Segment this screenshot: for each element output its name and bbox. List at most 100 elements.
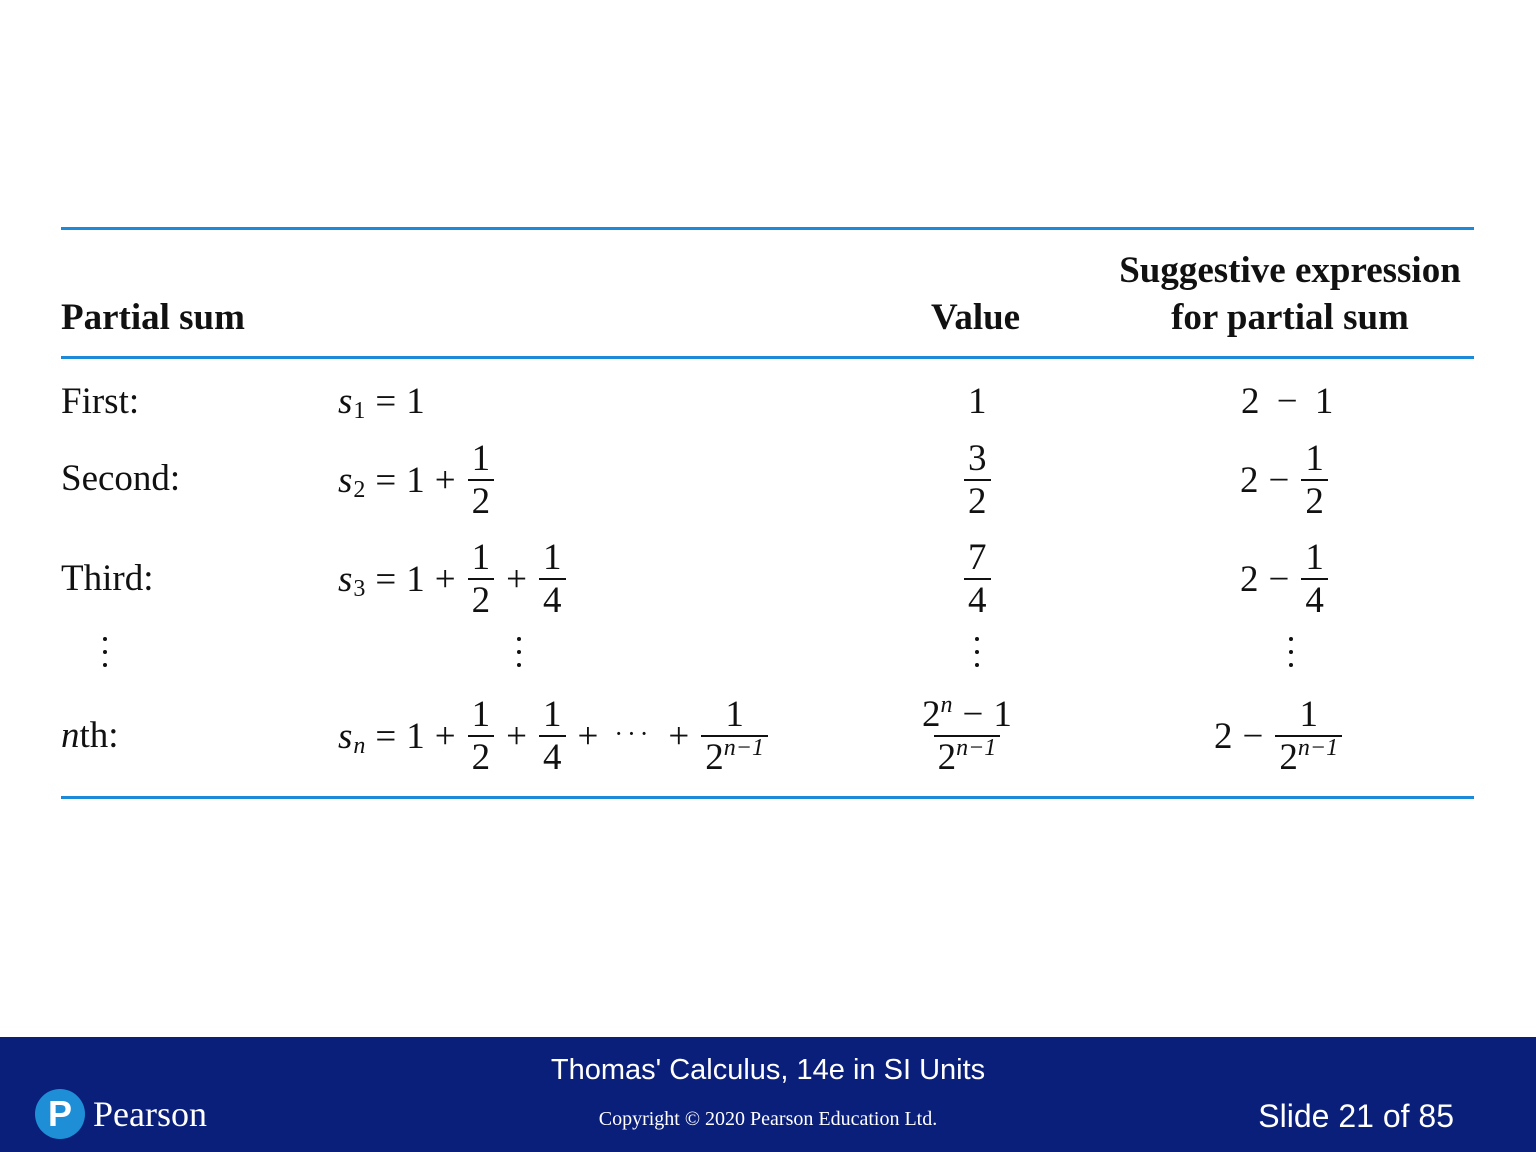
base: 2 <box>922 694 941 735</box>
equals: = <box>375 715 397 757</box>
minus: − <box>1268 459 1290 501</box>
row-nth-value: 2n −1 2n−1 <box>916 693 1018 776</box>
book-title: Thomas' Calculus, 14e in SI Units <box>550 1054 986 1086</box>
denominator: 2 <box>467 735 495 776</box>
exponent: n−1 <box>956 735 997 761</box>
header-partial-sum: Partial sum <box>61 297 245 338</box>
row-label-second: Second: <box>61 458 181 499</box>
table-top-rule <box>61 227 1474 230</box>
exponent: n <box>940 692 953 718</box>
term: 1 <box>406 380 425 422</box>
equals: = <box>375 558 397 600</box>
fraction: 1 2n−1 <box>701 696 768 776</box>
equals: = <box>375 459 397 501</box>
term: 1 <box>406 459 425 501</box>
header-suggestive-line2: for partial sum <box>1171 297 1409 338</box>
denominator: 4 <box>1301 578 1328 619</box>
plus: + <box>506 558 528 600</box>
subscript: n <box>353 733 365 760</box>
header-suggestive-expression: Suggestive expression for partial sum <box>1090 247 1490 341</box>
denominator: 2n−1 <box>701 735 768 776</box>
pearson-logo: P Pearson <box>35 1089 207 1139</box>
subscript-n: n <box>353 732 366 759</box>
minus: − <box>962 694 984 735</box>
pearson-p-icon: P <box>35 1089 85 1139</box>
denominator: 4 <box>539 735 566 776</box>
s-symbol: s <box>338 459 353 501</box>
numerator: 1 <box>471 438 491 479</box>
denominator: 4 <box>964 578 991 619</box>
fraction: 2n −1 2n−1 <box>918 693 1016 776</box>
numerator: 1 <box>725 694 744 735</box>
numerator: 1 <box>543 694 562 735</box>
denominator: 2n−1 <box>933 735 1001 776</box>
minus: − <box>1268 558 1290 600</box>
numerator: 7 <box>968 537 987 578</box>
n-variable: n <box>61 715 80 756</box>
vertical-ellipsis-value <box>975 637 981 676</box>
numerator: 3 <box>968 438 987 479</box>
plus: + <box>506 715 528 757</box>
row-label-third: Third: <box>61 558 154 599</box>
base: 2 <box>1279 737 1298 778</box>
equals: = <box>375 380 397 422</box>
row-label-first: First: <box>61 381 140 422</box>
minus: − <box>1242 715 1264 757</box>
plus: + <box>434 558 456 600</box>
term: 1 <box>406 715 425 757</box>
base: 2 <box>705 737 724 778</box>
numerator: 1 <box>543 537 562 578</box>
denominator: 2n−1 <box>1275 735 1343 778</box>
row-first-expression: 2 − 1 <box>1241 381 1334 422</box>
term: 1 <box>993 694 1012 735</box>
row-nth-expression: 2 − 1 2n−1 <box>1214 696 1344 776</box>
term: 2 <box>1240 459 1259 501</box>
row-first-value: 1 <box>968 381 987 422</box>
subscript: 2 <box>353 476 366 503</box>
row-label-nth: nth: <box>61 717 119 754</box>
vertical-ellipsis-sum <box>517 637 523 676</box>
plus: + <box>577 715 599 757</box>
subscript: 3 <box>353 575 366 602</box>
s-symbol: s <box>338 715 353 757</box>
exponent: n−1 <box>1297 735 1339 761</box>
copyright: Copyright © 2020 Pearson Education Ltd. <box>598 1108 938 1130</box>
vertical-ellipsis-label <box>103 637 109 676</box>
vertical-ellipsis-expression <box>1289 637 1295 676</box>
denominator: 4 <box>539 578 566 619</box>
slide-counter: Slide 21 of 85 <box>1258 1098 1454 1134</box>
term: 2 <box>1240 558 1259 600</box>
subscript: 1 <box>353 397 366 424</box>
numerator: 1 <box>471 694 491 735</box>
denominator: 2 <box>1301 479 1328 520</box>
plus: + <box>434 715 456 757</box>
denominator: 2 <box>467 479 495 520</box>
s-symbol: s <box>338 558 353 600</box>
plus: + <box>668 715 690 757</box>
nth-suffix: th: <box>79 715 119 756</box>
footer-bar: P Pearson Thomas' Calculus, 14e in SI Un… <box>0 1037 1536 1152</box>
table-header-rule <box>61 356 1474 359</box>
numerator: 1 <box>1305 537 1324 578</box>
pearson-wordmark: Pearson <box>93 1094 207 1134</box>
term: 2 <box>1214 715 1233 757</box>
table-bottom-rule <box>61 796 1474 799</box>
numerator: 1 <box>471 537 491 578</box>
numerator: 2n −1 <box>918 693 1016 735</box>
plus: + <box>434 459 456 501</box>
